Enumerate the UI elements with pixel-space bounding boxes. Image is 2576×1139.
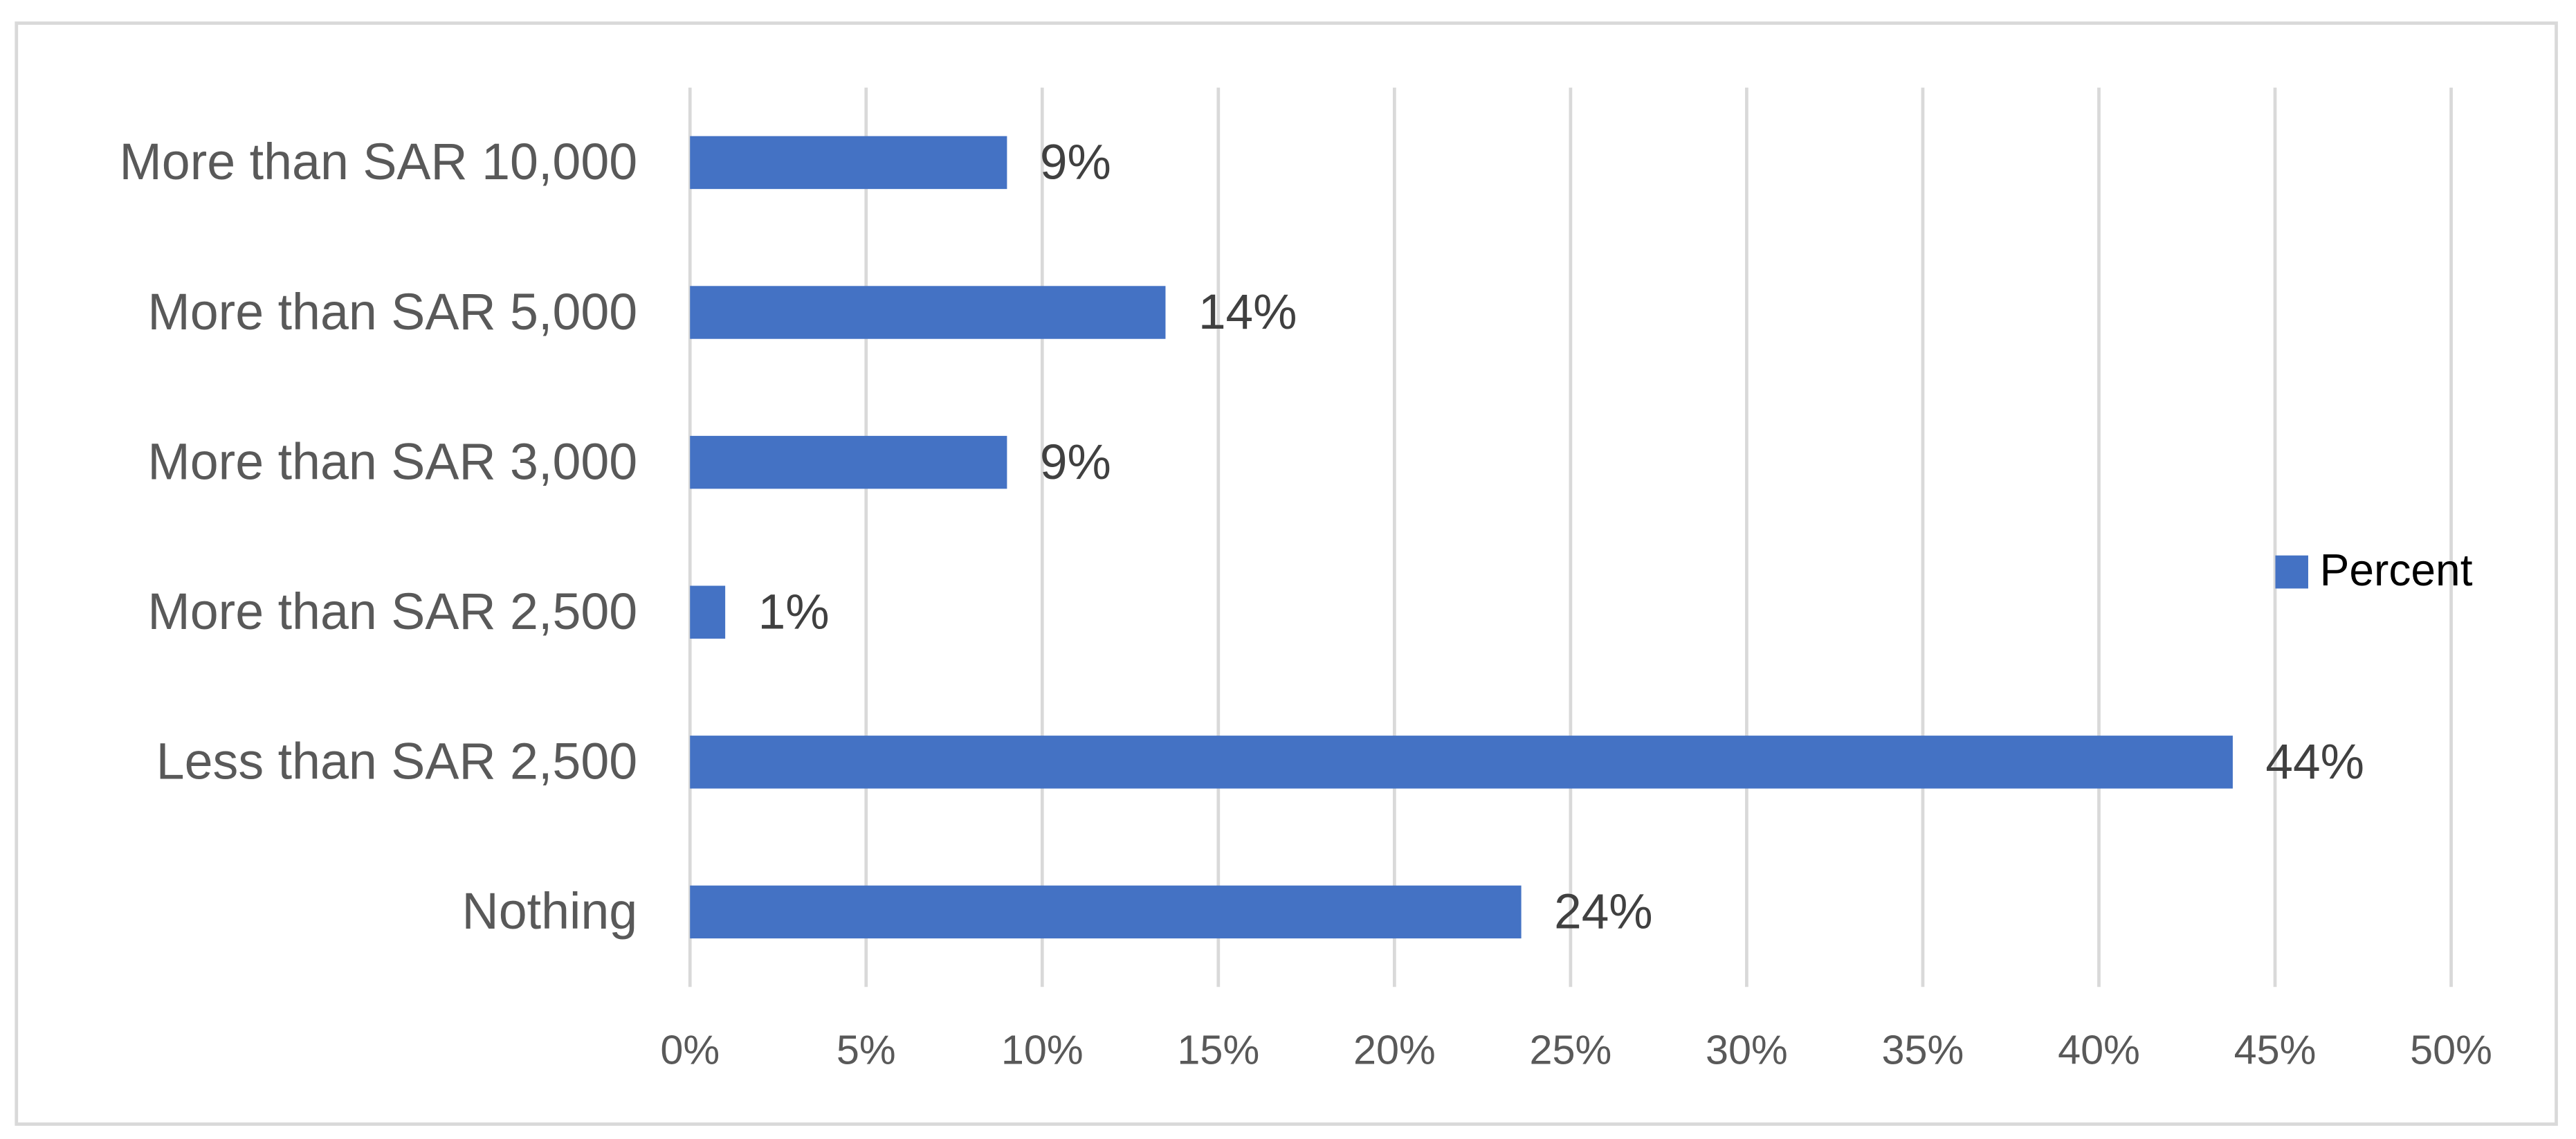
bar (690, 585, 726, 639)
bar (690, 435, 1007, 489)
x-tick-label: 45% (2234, 1026, 2317, 1073)
y-tick-label: More than SAR 5,000 (147, 283, 637, 340)
x-tick-label: 30% (1706, 1026, 1788, 1073)
x-tick-label: 35% (1882, 1026, 1964, 1073)
data-label: 9% (1040, 134, 1111, 190)
bar (690, 136, 1007, 190)
x-tick-label: 10% (1001, 1026, 1084, 1073)
y-tick-label: More than SAR 10,000 (120, 133, 638, 190)
y-tick-label: More than SAR 3,000 (147, 432, 637, 490)
chart-border (15, 21, 2558, 1126)
x-tick-label: 25% (1529, 1026, 1611, 1073)
x-tick-label: 5% (837, 1026, 896, 1073)
x-tick-label: 40% (2058, 1026, 2140, 1073)
x-tick-label: 15% (1177, 1026, 1259, 1073)
y-tick-label: Less than SAR 2,500 (156, 732, 638, 790)
y-tick-label: Nothing (462, 882, 638, 940)
x-tick-label: 0% (660, 1026, 720, 1073)
data-label: 44% (2265, 734, 2364, 790)
data-label: 1% (758, 584, 830, 639)
data-label: 24% (1554, 884, 1653, 939)
legend-swatch (2275, 555, 2308, 589)
data-label: 9% (1040, 435, 1111, 490)
bar (690, 736, 2233, 789)
bar (690, 885, 1522, 939)
data-label: 14% (1198, 284, 1297, 340)
legend-label: Percent (2320, 545, 2473, 595)
bar (690, 286, 1166, 339)
x-tick-label: 20% (1353, 1026, 1436, 1073)
y-tick-label: More than SAR 2,500 (147, 583, 637, 640)
x-tick-label: 50% (2410, 1026, 2492, 1073)
